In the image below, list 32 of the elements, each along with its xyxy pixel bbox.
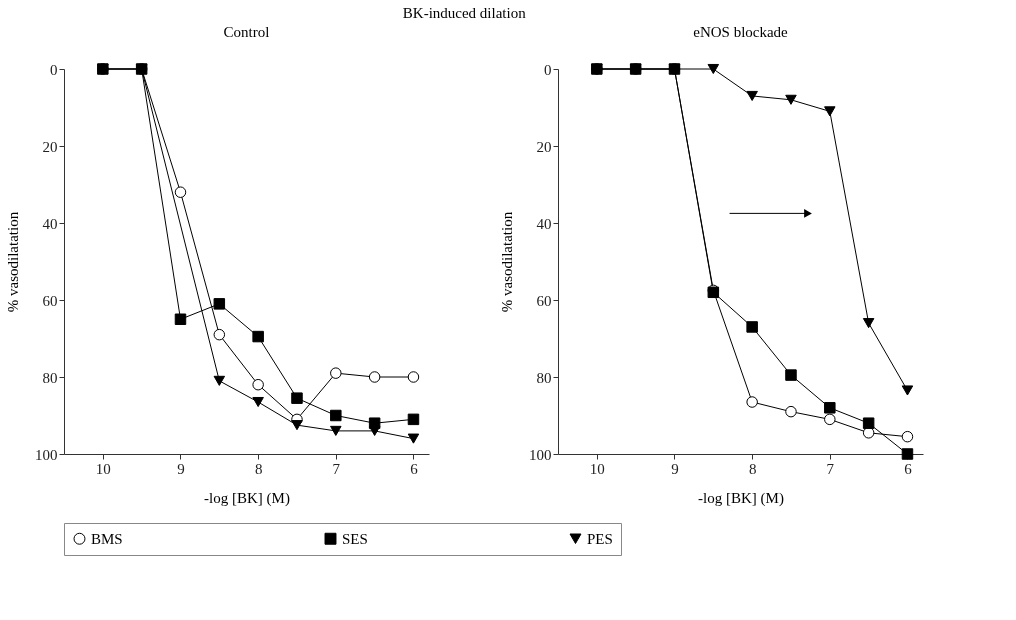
x-tick-label: 6 (904, 460, 913, 477)
legend-label: PES (587, 530, 613, 547)
y-tick-label: 100 (529, 446, 552, 463)
x-tick-label: 7 (332, 460, 341, 477)
y-tick-label: 80 (42, 369, 58, 386)
x-axis-title: -log [BK] (M) (204, 489, 290, 507)
x-tick-label: 8 (748, 460, 757, 477)
x-tick-label: 6 (410, 460, 419, 477)
chart-title: eNOS blockade (693, 23, 789, 40)
legend-label: SES (342, 530, 368, 547)
y-tick-label: 60 (536, 292, 552, 309)
x-tick-label: 7 (826, 460, 835, 477)
y-tick-label: 100 (35, 446, 58, 463)
y-tick-label: 80 (536, 369, 552, 386)
y-tick-label: 20 (536, 138, 552, 155)
x-tick-label: 9 (671, 460, 679, 477)
x-tick-label: 8 (254, 460, 263, 477)
x-tick-label: 10 (589, 460, 605, 477)
y-axis-title: % vasodilatation (5, 211, 21, 313)
x-axis-title: -log [BK] (M) (698, 489, 784, 507)
chart-title: Control (223, 23, 270, 40)
y-tick-label: 40 (536, 215, 552, 232)
y-axis-title: % vasodilatation (499, 211, 515, 313)
y-tick-label: 0 (544, 61, 552, 78)
text: BK-induced dilation (402, 4, 527, 21)
y-tick-label: 20 (42, 138, 58, 155)
legend-label: BMS (91, 530, 123, 547)
y-tick-label: 60 (42, 292, 58, 309)
x-tick-label: 9 (177, 460, 185, 477)
y-tick-label: 40 (42, 215, 58, 232)
y-tick-label: 0 (50, 61, 58, 78)
x-tick-label: 10 (95, 460, 111, 477)
